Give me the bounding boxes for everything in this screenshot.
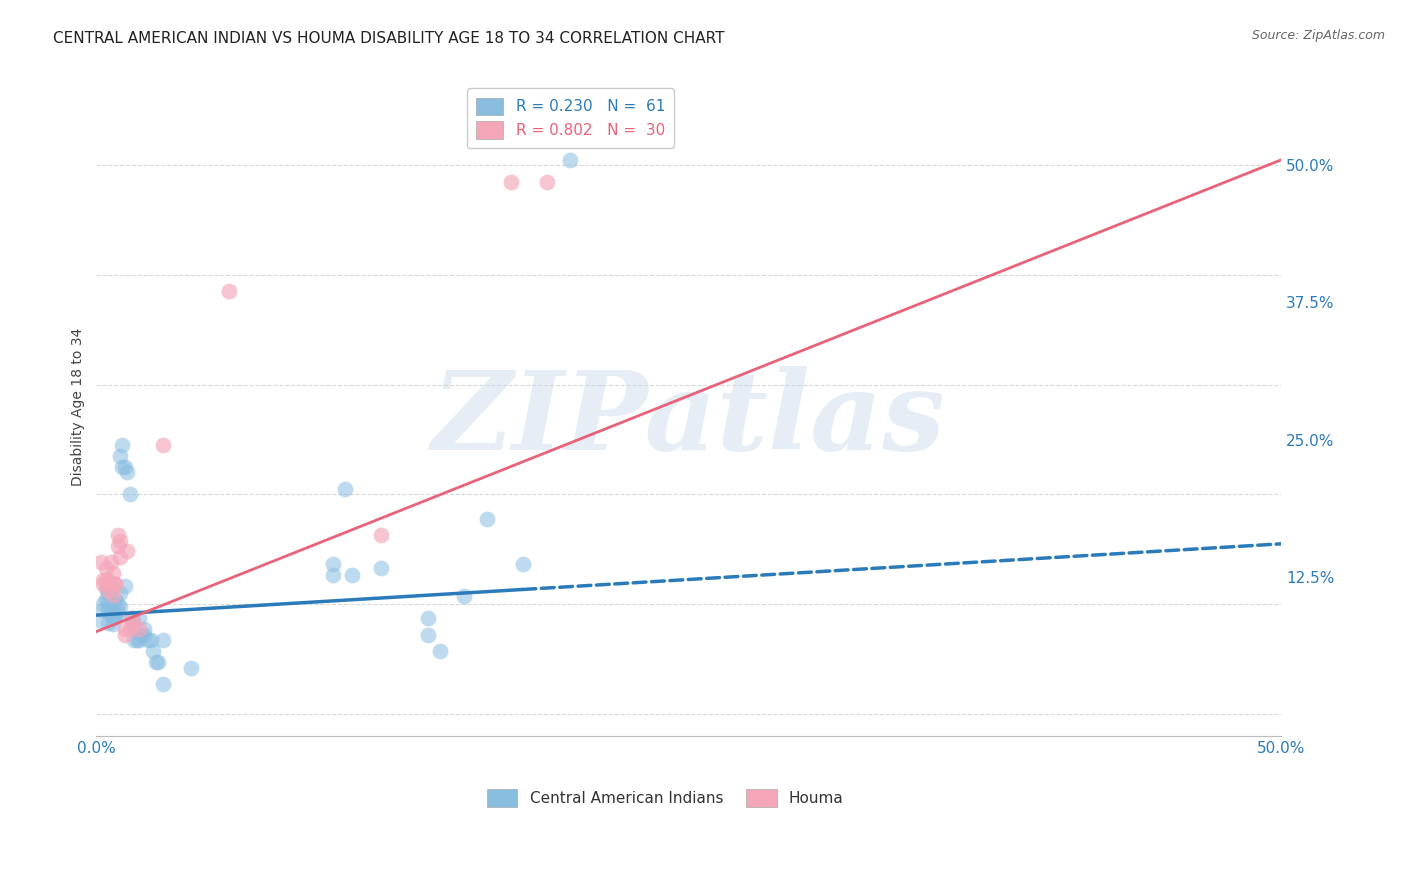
- Point: [536, 175, 558, 189]
- Point: [122, 623, 145, 637]
- Point: [94, 561, 117, 575]
- Point: [128, 633, 150, 648]
- Point: [322, 567, 344, 582]
- Point: [108, 449, 131, 463]
- Text: CENTRAL AMERICAN INDIAN VS HOUMA DISABILITY AGE 18 TO 34 CORRELATION CHART: CENTRAL AMERICAN INDIAN VS HOUMA DISABIL…: [53, 31, 725, 46]
- Point: [93, 602, 115, 616]
- Point: [101, 597, 124, 611]
- Legend: Central American Indians, Houma: Central American Indians, Houma: [481, 783, 849, 813]
- Point: [108, 533, 131, 548]
- Point: [94, 591, 117, 606]
- Point: [108, 549, 131, 564]
- Point: [118, 487, 141, 501]
- Point: [107, 597, 129, 611]
- Point: [104, 608, 127, 623]
- Point: [97, 615, 120, 630]
- Text: ZIPatlas: ZIPatlas: [432, 366, 946, 474]
- Point: [111, 438, 134, 452]
- Point: [138, 633, 160, 648]
- Point: [107, 606, 129, 620]
- Point: [93, 597, 115, 611]
- Point: [101, 616, 124, 631]
- Point: [104, 591, 127, 606]
- Point: [104, 577, 127, 591]
- Point: [477, 511, 499, 525]
- Point: [115, 544, 138, 558]
- Point: [101, 588, 124, 602]
- Point: [97, 602, 120, 616]
- Point: [108, 586, 131, 600]
- Point: [101, 611, 124, 625]
- Point: [132, 623, 155, 637]
- Point: [90, 556, 112, 570]
- Point: [121, 611, 143, 625]
- Point: [104, 577, 127, 591]
- Point: [100, 577, 122, 591]
- Point: [122, 616, 145, 631]
- Point: [114, 628, 136, 642]
- Point: [335, 482, 357, 496]
- Point: [114, 623, 136, 637]
- Point: [512, 557, 534, 571]
- Point: [118, 623, 141, 637]
- Point: [142, 644, 165, 658]
- Point: [121, 611, 143, 625]
- Point: [101, 608, 124, 623]
- Point: [132, 628, 155, 642]
- Point: [180, 661, 202, 675]
- Point: [114, 460, 136, 475]
- Point: [97, 573, 120, 587]
- Point: [139, 633, 162, 648]
- Point: [111, 460, 134, 475]
- Point: [115, 466, 138, 480]
- Point: [322, 557, 344, 571]
- Point: [97, 582, 120, 597]
- Point: [122, 633, 145, 648]
- Point: [93, 573, 115, 587]
- Point: [152, 438, 174, 452]
- Point: [501, 175, 523, 189]
- Point: [418, 611, 440, 625]
- Point: [114, 578, 136, 592]
- Point: [94, 573, 117, 587]
- Point: [125, 633, 148, 648]
- Point: [121, 616, 143, 631]
- Point: [453, 590, 475, 604]
- Point: [107, 528, 129, 542]
- Point: [152, 677, 174, 691]
- Point: [93, 577, 115, 591]
- Point: [429, 644, 451, 658]
- Point: [101, 566, 124, 581]
- Point: [370, 528, 392, 542]
- Point: [218, 285, 240, 299]
- Point: [128, 623, 150, 637]
- Point: [100, 608, 122, 623]
- Point: [90, 614, 112, 628]
- Text: Source: ZipAtlas.com: Source: ZipAtlas.com: [1251, 29, 1385, 42]
- Point: [146, 656, 169, 670]
- Point: [128, 611, 150, 625]
- Y-axis label: Disability Age 18 to 34: Disability Age 18 to 34: [72, 327, 86, 486]
- Point: [342, 567, 364, 582]
- Point: [560, 153, 582, 167]
- Point: [418, 628, 440, 642]
- Point: [94, 581, 117, 595]
- Point: [107, 539, 129, 553]
- Point: [145, 656, 167, 670]
- Point: [370, 561, 392, 575]
- Point: [97, 577, 120, 591]
- Point: [97, 586, 120, 600]
- Point: [131, 628, 153, 642]
- Point: [100, 581, 122, 595]
- Point: [108, 600, 131, 615]
- Point: [100, 556, 122, 570]
- Point: [152, 633, 174, 648]
- Point: [97, 597, 120, 611]
- Point: [121, 611, 143, 625]
- Point: [100, 602, 122, 616]
- Point: [104, 610, 127, 624]
